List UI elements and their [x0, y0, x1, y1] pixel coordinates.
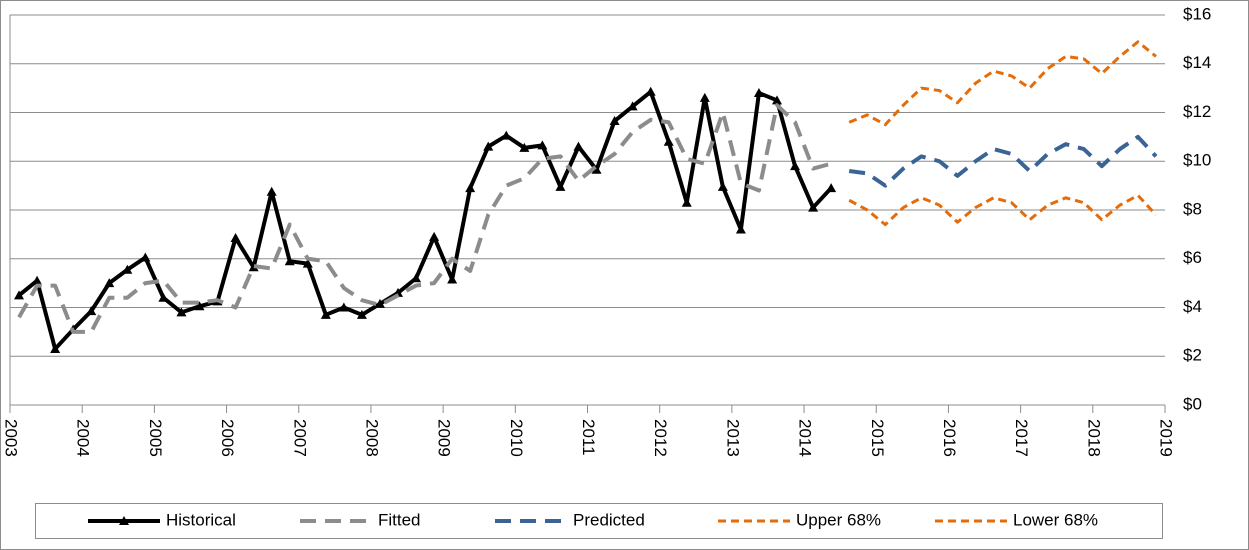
- series-line: [848, 40, 1157, 127]
- x-tick-label: 2004: [74, 419, 93, 457]
- point-marker: [194, 301, 205, 311]
- point-marker: [699, 92, 710, 102]
- x-tick-label: 2008: [362, 419, 381, 457]
- y-tick-label: $16: [1183, 4, 1211, 23]
- y-tick-label: $8: [1183, 199, 1202, 218]
- x-tick-label: 2013: [723, 419, 742, 457]
- y-tick-label: $14: [1183, 53, 1211, 72]
- x-tick-label: 2003: [2, 419, 21, 457]
- legend-label: Historical: [166, 510, 236, 529]
- point-marker: [663, 136, 674, 146]
- point-marker: [555, 181, 566, 191]
- y-tick-label: $4: [1183, 297, 1202, 316]
- point-marker: [483, 141, 494, 151]
- point-marker: [32, 275, 43, 285]
- point-marker: [356, 309, 367, 319]
- x-tick-label: 2015: [868, 419, 887, 457]
- x-tick-label: 2017: [1012, 419, 1031, 457]
- x-tick-label: 2005: [146, 419, 165, 457]
- legend-label: Fitted: [378, 510, 421, 529]
- point-marker: [140, 252, 151, 262]
- point-marker: [374, 298, 385, 308]
- point-marker: [429, 231, 440, 241]
- x-tick-label: 2011: [579, 419, 598, 456]
- point-marker: [86, 306, 97, 316]
- x-tick-label: 2009: [435, 419, 454, 457]
- x-tick-label: 2018: [1084, 419, 1103, 457]
- point-marker: [735, 224, 746, 234]
- point-marker: [447, 274, 458, 284]
- legend-label: Upper 68%: [796, 510, 881, 529]
- legend-label: Predicted: [573, 510, 645, 529]
- point-marker: [284, 256, 295, 266]
- series-line: [848, 134, 1158, 188]
- y-tick-label: $6: [1183, 248, 1202, 267]
- point-marker: [681, 197, 692, 207]
- legend-box: [35, 503, 1163, 539]
- series-line: [17, 89, 833, 351]
- point-marker: [826, 183, 837, 193]
- point-marker: [537, 140, 548, 150]
- point-marker: [519, 142, 530, 152]
- point-marker: [808, 202, 819, 212]
- x-tick-label: 2006: [218, 419, 237, 457]
- point-marker: [248, 262, 259, 272]
- point-marker: [104, 278, 115, 288]
- point-marker: [230, 233, 241, 243]
- point-marker: [790, 161, 801, 171]
- x-tick-label: 2019: [1157, 419, 1176, 457]
- point-marker: [411, 273, 422, 283]
- point-marker: [14, 290, 25, 300]
- y-tick-label: $10: [1183, 151, 1211, 170]
- point-marker: [122, 264, 133, 274]
- y-tick-label: $12: [1183, 102, 1211, 121]
- series-line: [848, 193, 1158, 227]
- point-marker: [645, 86, 656, 96]
- point-marker: [158, 292, 169, 302]
- y-tick-label: $2: [1183, 346, 1202, 365]
- point-marker: [591, 164, 602, 174]
- point-marker: [627, 101, 638, 111]
- point-marker: [501, 130, 512, 140]
- point-marker: [320, 309, 331, 319]
- point-marker: [717, 181, 728, 191]
- x-tick-label: 2007: [290, 419, 309, 457]
- point-marker: [609, 116, 620, 126]
- point-marker: [50, 343, 61, 353]
- point-marker: [302, 258, 313, 268]
- point-marker: [771, 95, 782, 105]
- point-marker: [465, 183, 476, 193]
- point-marker: [338, 302, 349, 312]
- point-marker: [753, 88, 764, 97]
- x-tick-label: 2016: [940, 419, 959, 457]
- point-marker: [266, 186, 277, 196]
- x-tick-label: 2012: [651, 419, 670, 457]
- point-marker: [176, 307, 187, 317]
- y-tick-label: $0: [1183, 394, 1202, 413]
- x-tick-label: 2010: [507, 419, 526, 457]
- x-tick-label: 2014: [796, 419, 815, 457]
- legend-label: Lower 68%: [1013, 510, 1098, 529]
- point-marker: [573, 141, 584, 151]
- series-line: [17, 103, 832, 334]
- legend-marker: [119, 516, 129, 525]
